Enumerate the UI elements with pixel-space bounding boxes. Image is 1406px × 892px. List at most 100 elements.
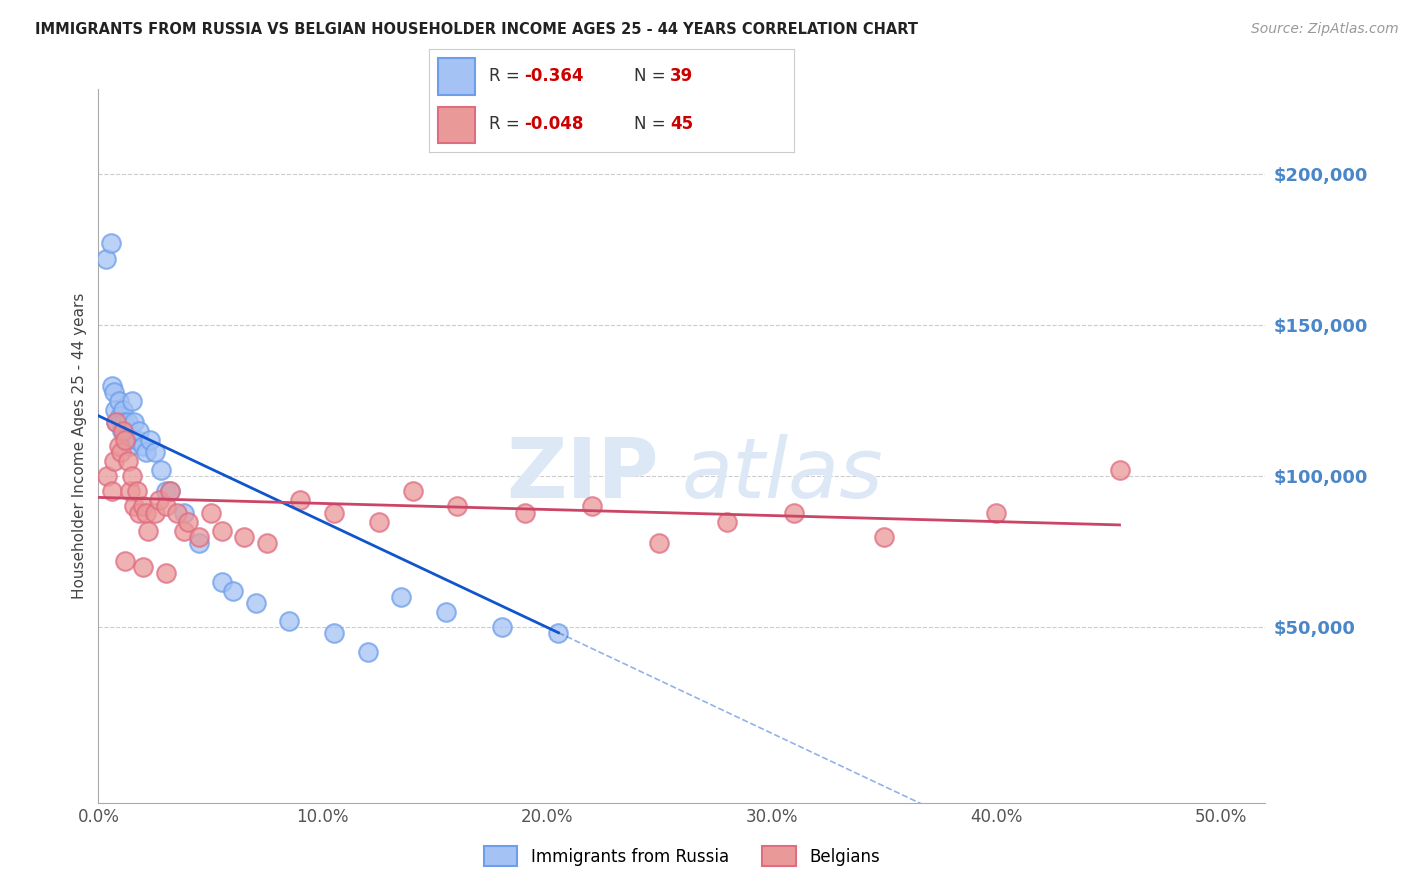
Text: N =: N = xyxy=(634,67,671,86)
Point xyxy=(112,424,135,438)
Point xyxy=(323,506,346,520)
Point xyxy=(132,500,155,514)
Point xyxy=(513,506,536,520)
Point xyxy=(121,393,143,408)
Text: -0.364: -0.364 xyxy=(524,67,583,86)
Point xyxy=(118,439,141,453)
Point xyxy=(155,484,177,499)
Point xyxy=(124,500,146,514)
Point xyxy=(389,590,412,604)
Text: N =: N = xyxy=(634,115,671,134)
Text: 39: 39 xyxy=(671,67,693,86)
Point xyxy=(111,424,134,438)
Text: ZIP: ZIP xyxy=(506,434,658,515)
Text: atlas: atlas xyxy=(682,434,883,515)
Point xyxy=(648,535,671,549)
Point xyxy=(136,524,159,538)
Point xyxy=(103,384,125,399)
Point xyxy=(323,626,346,640)
Point xyxy=(155,500,177,514)
Point xyxy=(135,506,157,520)
Point xyxy=(173,524,195,538)
Point xyxy=(114,554,136,568)
FancyBboxPatch shape xyxy=(439,58,475,95)
Point xyxy=(117,454,139,468)
Point xyxy=(101,484,124,499)
Point xyxy=(1108,463,1130,477)
Point xyxy=(491,620,513,634)
Point xyxy=(105,415,128,429)
Point xyxy=(100,236,122,251)
Point xyxy=(110,415,132,429)
Point xyxy=(114,424,136,438)
Point xyxy=(222,584,245,599)
Point xyxy=(103,454,125,468)
Point xyxy=(107,393,129,408)
Point xyxy=(446,500,468,514)
Point xyxy=(783,506,806,520)
Point xyxy=(245,596,267,610)
Point xyxy=(547,626,569,640)
Point xyxy=(128,424,150,438)
Point xyxy=(150,463,173,477)
Point xyxy=(124,415,146,429)
Point xyxy=(873,530,896,544)
Point xyxy=(101,378,124,392)
Point xyxy=(107,439,129,453)
Point xyxy=(143,506,166,520)
Text: R =: R = xyxy=(489,115,526,134)
Point xyxy=(128,506,150,520)
Point xyxy=(148,493,170,508)
Point xyxy=(105,415,128,429)
Point xyxy=(200,506,222,520)
Text: IMMIGRANTS FROM RUSSIA VS BELGIAN HOUSEHOLDER INCOME AGES 25 - 44 YEARS CORRELAT: IMMIGRANTS FROM RUSSIA VS BELGIAN HOUSEH… xyxy=(35,22,918,37)
Point xyxy=(132,560,155,574)
Point xyxy=(173,506,195,520)
Point xyxy=(132,439,155,453)
Point xyxy=(125,433,148,447)
Point xyxy=(125,484,148,499)
Point xyxy=(108,409,131,423)
Text: 45: 45 xyxy=(671,115,693,134)
Point xyxy=(716,515,738,529)
Point xyxy=(112,402,135,417)
Point xyxy=(114,433,136,447)
Point xyxy=(434,605,457,619)
Point xyxy=(159,484,181,499)
Point xyxy=(166,506,188,520)
Point xyxy=(135,445,157,459)
Point xyxy=(112,415,135,429)
Point xyxy=(115,433,138,447)
Y-axis label: Householder Income Ages 25 - 44 years: Householder Income Ages 25 - 44 years xyxy=(72,293,87,599)
Point xyxy=(581,500,603,514)
Point xyxy=(143,445,166,459)
Point xyxy=(159,484,181,499)
Point xyxy=(188,530,211,544)
Point xyxy=(357,645,380,659)
Point xyxy=(278,615,301,629)
Point xyxy=(401,484,423,499)
Legend: Immigrants from Russia, Belgians: Immigrants from Russia, Belgians xyxy=(478,839,886,873)
Point xyxy=(177,515,200,529)
Point xyxy=(118,484,141,499)
Point xyxy=(211,524,233,538)
Text: -0.048: -0.048 xyxy=(524,115,583,134)
Point xyxy=(121,469,143,483)
Point xyxy=(104,402,127,417)
Point xyxy=(233,530,256,544)
Point xyxy=(96,252,118,266)
Point xyxy=(110,445,132,459)
Point xyxy=(211,575,233,590)
Point xyxy=(155,566,177,580)
Point xyxy=(117,415,139,429)
Text: R =: R = xyxy=(489,67,526,86)
Point xyxy=(290,493,312,508)
Text: Source: ZipAtlas.com: Source: ZipAtlas.com xyxy=(1251,22,1399,37)
Point xyxy=(96,469,118,483)
Point xyxy=(256,535,278,549)
Point xyxy=(188,535,211,549)
FancyBboxPatch shape xyxy=(439,106,475,144)
Point xyxy=(368,515,391,529)
Point xyxy=(139,433,162,447)
Point xyxy=(984,506,1007,520)
